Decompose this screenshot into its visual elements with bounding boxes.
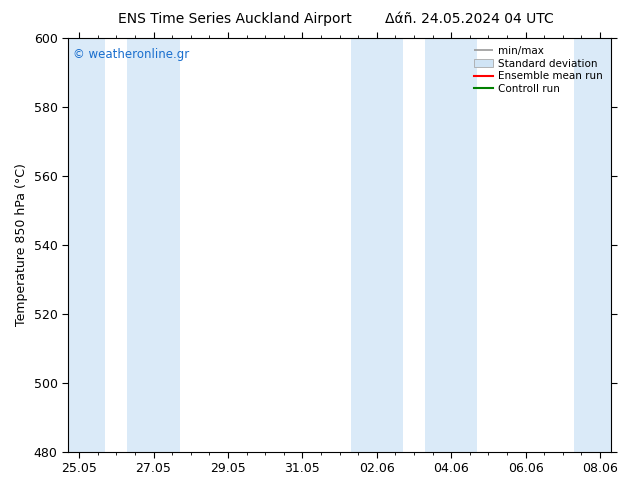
Bar [68,38,105,452]
Bar [574,38,611,452]
Bar [425,38,477,452]
Bar [351,38,403,452]
Legend: min/max, Standard deviation, Ensemble mean run, Controll run: min/max, Standard deviation, Ensemble me… [471,43,606,97]
Text: Δάñ. 24.05.2024 04 UTC: Δάñ. 24.05.2024 04 UTC [385,12,553,26]
Y-axis label: Temperature 850 hPa (°C): Temperature 850 hPa (°C) [15,163,28,326]
Text: ENS Time Series Auckland Airport: ENS Time Series Auckland Airport [118,12,351,26]
Bar [127,38,179,452]
Text: © weatheronline.gr: © weatheronline.gr [74,48,190,61]
